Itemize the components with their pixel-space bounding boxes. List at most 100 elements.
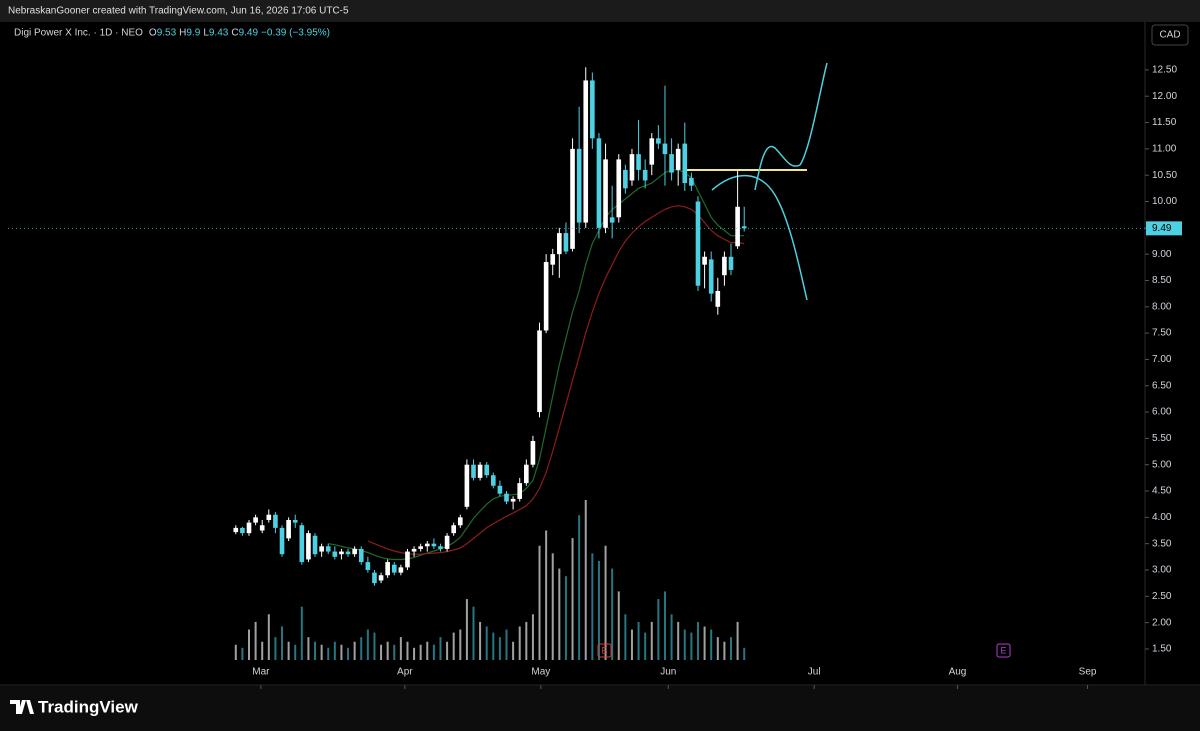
event-marker[interactable] bbox=[597, 643, 612, 658]
header-text: NebraskanGooner created with TradingView… bbox=[8, 6, 349, 17]
drawn-curve[interactable] bbox=[754, 62, 828, 191]
candle-body bbox=[616, 159, 622, 218]
y-tick-label: 10.00 bbox=[1152, 196, 1177, 207]
candle-body bbox=[411, 548, 417, 552]
volume-bar bbox=[703, 626, 706, 660]
volume-bar bbox=[630, 629, 633, 660]
volume-bar bbox=[281, 626, 284, 660]
volume-bar bbox=[234, 644, 237, 660]
chart-area bbox=[0, 22, 1200, 685]
y-tick-label: 11.50 bbox=[1152, 117, 1177, 128]
volume-bar bbox=[571, 538, 574, 660]
volume-bar bbox=[472, 606, 475, 660]
candle-body bbox=[609, 217, 615, 223]
volume-bar bbox=[644, 632, 647, 660]
candle-body bbox=[662, 143, 668, 155]
volume-bar bbox=[373, 632, 376, 660]
y-tick-label: 4.50 bbox=[1152, 486, 1172, 497]
volume-bar bbox=[564, 576, 567, 660]
candle-body bbox=[695, 201, 701, 286]
volume-bar bbox=[380, 644, 383, 660]
candle-body bbox=[339, 551, 344, 555]
volume-bar bbox=[597, 560, 600, 660]
drawn-curve[interactable] bbox=[711, 174, 808, 301]
candle-body bbox=[557, 233, 562, 255]
volume-bar bbox=[531, 614, 534, 660]
candle-body bbox=[603, 159, 608, 228]
candle-body bbox=[273, 514, 278, 528]
volume-bar bbox=[300, 606, 303, 660]
ohlc-key: H bbox=[179, 28, 186, 39]
moving-average bbox=[328, 169, 745, 561]
volume-bar bbox=[314, 641, 317, 660]
candle-body bbox=[306, 533, 311, 560]
volume-bar bbox=[320, 644, 323, 660]
event-label[interactable]: E bbox=[1000, 645, 1006, 655]
candle-body bbox=[656, 138, 661, 144]
candle-body bbox=[352, 548, 357, 555]
ohlc-value: 9.49 bbox=[239, 28, 259, 39]
volume-bar bbox=[261, 641, 264, 660]
y-tick-label: 11.00 bbox=[1152, 144, 1177, 155]
y-tick-label: 4.00 bbox=[1152, 512, 1172, 523]
candle-body bbox=[233, 527, 239, 533]
candle-body bbox=[682, 143, 688, 184]
volume-bar bbox=[485, 626, 488, 660]
volume-bar bbox=[624, 614, 627, 660]
volume-bar bbox=[730, 637, 733, 660]
candle-body bbox=[576, 148, 582, 223]
candle-body bbox=[444, 535, 450, 549]
candle-body bbox=[623, 169, 628, 189]
y-tick-label: 7.50 bbox=[1152, 328, 1172, 339]
y-tick-label: 3.00 bbox=[1152, 565, 1172, 576]
ohlc-key: C bbox=[231, 28, 238, 39]
currency-box[interactable] bbox=[1151, 24, 1189, 46]
event-marker[interactable] bbox=[996, 643, 1011, 658]
price-change: −0.39 (−3.95%) bbox=[261, 28, 330, 39]
candle-body bbox=[292, 519, 298, 523]
volume-bar bbox=[274, 637, 277, 660]
candle-body bbox=[550, 254, 556, 265]
candle-body bbox=[510, 498, 516, 502]
volume-bar bbox=[736, 621, 739, 660]
volume-bar bbox=[307, 637, 310, 660]
x-tick-label: Aug bbox=[949, 667, 967, 678]
last-price-label: 9.49 bbox=[1152, 223, 1172, 234]
candle-body bbox=[649, 138, 655, 165]
candle-body bbox=[457, 517, 463, 526]
candle-body bbox=[358, 548, 364, 563]
candle-body bbox=[312, 535, 318, 555]
volume-bar bbox=[479, 621, 482, 660]
volume-bar bbox=[584, 500, 587, 660]
candle-body bbox=[431, 543, 437, 547]
candle-body bbox=[398, 567, 404, 573]
candle-body bbox=[629, 154, 635, 181]
volume-bar bbox=[683, 629, 686, 660]
candle-body bbox=[345, 551, 351, 555]
candle-body bbox=[517, 483, 523, 499]
volume-bar bbox=[538, 545, 541, 660]
ohlc-key: O bbox=[149, 28, 157, 39]
y-tick-label: 12.50 bbox=[1152, 65, 1177, 76]
volume-bar bbox=[551, 553, 554, 660]
candle-body bbox=[722, 256, 727, 276]
event-label[interactable]: E bbox=[601, 645, 607, 655]
volume-bar bbox=[716, 637, 719, 660]
y-tick-label: 6.00 bbox=[1152, 407, 1172, 418]
volume-bar bbox=[611, 568, 614, 660]
currency[interactable]: CAD bbox=[1159, 30, 1180, 41]
volume-bar bbox=[459, 629, 462, 660]
x-tick-label: Jun bbox=[660, 667, 676, 678]
top-bar bbox=[0, 0, 1200, 22]
volume-bar bbox=[518, 626, 521, 660]
volume-bar bbox=[650, 621, 653, 660]
volume-bar bbox=[393, 644, 396, 660]
volume-bar bbox=[360, 637, 363, 660]
moving-average bbox=[367, 205, 745, 555]
candle-body bbox=[464, 464, 470, 507]
x-tick-label: Sep bbox=[1079, 667, 1097, 678]
volume-bar bbox=[452, 632, 455, 660]
candle-body bbox=[735, 206, 740, 247]
volume-bar bbox=[677, 621, 680, 660]
